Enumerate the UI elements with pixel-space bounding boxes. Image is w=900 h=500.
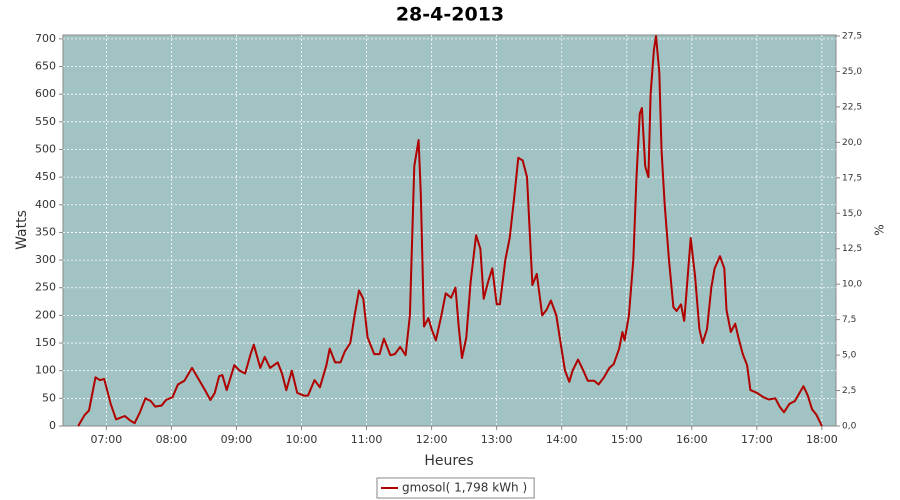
x-tick-label: 09:00 (221, 433, 253, 446)
y2-tick-label: 10,0 (842, 280, 862, 290)
y2-tick-label: 12,5 (842, 244, 862, 254)
line-series (77, 35, 823, 427)
x-tick-label: 10:00 (286, 433, 318, 446)
x-tick-label: 14:00 (546, 433, 578, 446)
legend-box (376, 477, 535, 499)
plot-area (62, 34, 837, 427)
y-tick-label: 600 (35, 87, 56, 100)
y2-tick-label: 0,0 (842, 422, 857, 432)
legend-label: gmosol( 1,798 kWh ) (402, 481, 527, 495)
y-tick-label: 50 (42, 391, 56, 404)
x-tick-label: 08:00 (156, 433, 188, 446)
y-tick-label: 450 (35, 170, 56, 183)
y2-tick-label: 27,5 (842, 31, 862, 41)
y-tick-label: 250 (35, 281, 56, 294)
y-tick-label: 700 (35, 32, 56, 45)
y2-tick-label: 22,5 (842, 102, 862, 112)
y-tick-label: 650 (35, 60, 56, 73)
y2-axis-label: % (873, 224, 887, 235)
x-tick-label: 11:00 (351, 433, 383, 446)
y-tick-label: 150 (35, 336, 56, 349)
y-tick-label: 200 (35, 308, 56, 321)
x-tick-label: 16:00 (676, 433, 708, 446)
y-tick-label: 300 (35, 253, 56, 266)
y-tick-label: 350 (35, 225, 56, 238)
y-axis-label: Watts (14, 210, 30, 250)
x-tick-label: 17:00 (741, 433, 773, 446)
x-axis-label: Heures (424, 453, 473, 469)
y2-tick-label: 7,5 (842, 315, 856, 325)
legend: gmosol( 1,798 kWh ) (376, 477, 535, 499)
y2-tick-label: 20,0 (842, 138, 862, 148)
chart-title: 28-4-2013 (396, 4, 504, 26)
y-tick-label: 0 (49, 419, 56, 432)
x-tick-label: 15:00 (611, 433, 643, 446)
y-tick-label: 550 (35, 115, 56, 128)
y2-tick-label: 15,0 (842, 209, 862, 219)
y2-tick-label: 25,0 (842, 67, 862, 77)
x-tick-label: 07:00 (91, 433, 123, 446)
y-tick-label: 400 (35, 198, 56, 211)
y2-tick-label: 17,5 (842, 173, 862, 183)
y-tick-label: 100 (35, 364, 56, 377)
y2-tick-label: 5,0 (842, 351, 857, 361)
y-tick-label: 500 (35, 142, 56, 155)
x-tick-label: 18:00 (806, 433, 838, 446)
y2-tick-label: 2,5 (842, 386, 856, 396)
x-tick-label: 12:00 (416, 433, 448, 446)
x-tick-label: 13:00 (481, 433, 513, 446)
